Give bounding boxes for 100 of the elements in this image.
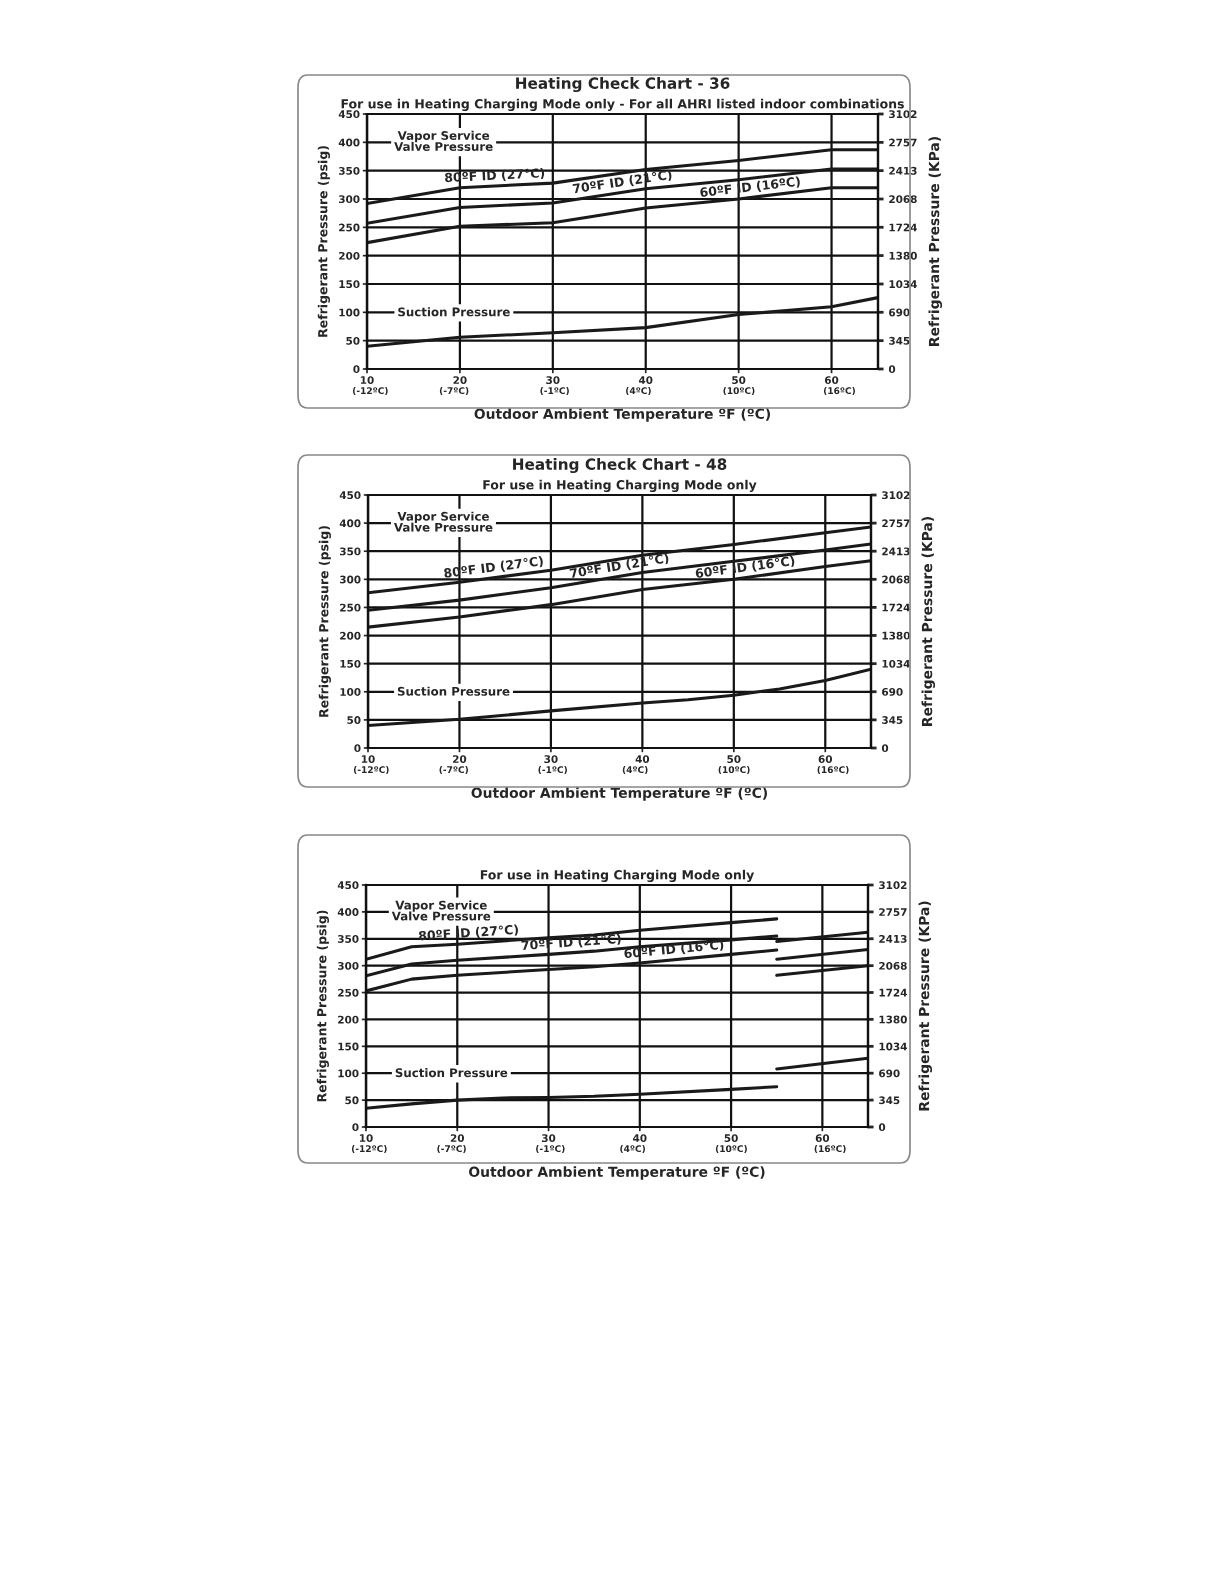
y-tick-label: 450	[339, 491, 361, 500]
y-axis-title: Refrigerant Pressure (psig)	[317, 146, 330, 337]
annotation: Suction Pressure	[398, 307, 510, 317]
text: 70ºF ID (21°C)	[569, 552, 670, 580]
x2-tick-label: (-1ºC)	[536, 1145, 565, 1154]
y2-tick-label: 2413	[879, 934, 907, 943]
x-axis-title: Outdoor Ambient Temperature ºF (ºC)	[471, 787, 767, 801]
x-axis-title: Outdoor Ambient Temperature ºF (ºC)	[474, 408, 770, 422]
y-tick-label: 400	[339, 519, 361, 528]
x2-tick-label: (10ºC)	[723, 387, 755, 396]
annotation: Vapor Service Valve Pressure	[391, 900, 491, 921]
y-tick-label: 300	[340, 575, 361, 584]
text: 80ºF ID (27°C)	[443, 555, 544, 580]
y-tick-label: 150	[339, 280, 360, 289]
x-tick-label: 30	[546, 376, 560, 385]
y-tick-label: 350	[340, 547, 361, 556]
x2-tick-label: (-12ºC)	[353, 766, 389, 775]
x-tick-label: 50	[732, 376, 746, 385]
y-tick-label: 400	[338, 138, 360, 147]
x2-tick-label: (-1ºC)	[538, 766, 567, 775]
chart-subtitle: For use in Heating Charging Mode only - For all AHRI listed indoor combinations	[341, 98, 904, 111]
y2-tick-label: 0	[881, 744, 889, 753]
y-tick-label: 250	[338, 988, 359, 997]
y-tick-label: 50	[346, 336, 360, 345]
y2-tick-label: 690	[889, 308, 910, 317]
y-tick-label: 250	[340, 603, 361, 612]
text: 70ºF ID (21°C)	[572, 169, 673, 195]
y2-tick-label: 345	[889, 336, 910, 345]
y-tick-label: 150	[340, 659, 361, 668]
x-tick-label: 60	[818, 755, 833, 764]
y2-tick-label: 0	[888, 365, 896, 374]
chart-subtitle: For use in Heating Charging Mode only	[480, 869, 755, 882]
y2-tick-label: 2757	[889, 138, 917, 147]
y2-axis-title: Refrigerant Pressure (KPa)	[928, 137, 943, 346]
x-tick-label: 40	[638, 376, 653, 385]
y2-tick-label: 1380	[879, 1015, 907, 1024]
y2-tick-label: 1380	[882, 631, 910, 640]
x-tick-label: 10	[359, 1134, 373, 1143]
x2-tick-label: (-7ºC)	[437, 1145, 466, 1154]
x-tick-label: 10	[360, 376, 374, 385]
x2-tick-label: (16ºC)	[814, 1145, 846, 1154]
y-tick-label: 50	[347, 716, 361, 724]
chart-subtitle: For use in Heating Charging Mode only	[483, 479, 757, 492]
x-tick-label: 20	[453, 755, 467, 764]
annotation: Suction Pressure	[395, 1068, 508, 1078]
x-tick-label: 30	[541, 1134, 556, 1143]
y-tick-label: 200	[339, 251, 360, 260]
y-tick-label: 200	[338, 1015, 359, 1024]
x2-tick-label: (16ºC)	[823, 387, 855, 396]
chart-title: Heating Check Chart - 48	[513, 458, 727, 473]
y2-tick-label: 345	[882, 716, 903, 724]
y-axis-title: Refrigerant Pressure (psig)	[316, 910, 329, 1102]
y-tick-label: 350	[339, 166, 360, 175]
y2-tick-label: 2413	[889, 166, 917, 175]
y2-tick-label: 1034	[889, 280, 917, 289]
y-tick-label: 450	[338, 110, 360, 119]
y-tick-label: 100	[339, 308, 360, 317]
x-tick-label: 50	[724, 1134, 738, 1143]
x-tick-label: 10	[361, 755, 375, 764]
y2-tick-label: 2068	[879, 961, 907, 970]
y-tick-label: 0	[352, 1123, 359, 1132]
y-tick-label: 350	[338, 935, 359, 943]
y2-axis-title: Refrigerant Pressure (KPa)	[921, 517, 936, 726]
x2-tick-label: (4ºC)	[622, 766, 648, 775]
x2-tick-label: (10ºC)	[718, 766, 750, 775]
y2-tick-label: 3102	[889, 110, 917, 119]
y-tick-label: 200	[340, 631, 361, 640]
y-tick-label: 0	[353, 365, 360, 374]
y2-tick-label: 1034	[882, 659, 910, 668]
series-label: 80ºF ID (27°C)	[444, 167, 545, 184]
y2-tick-label: 3102	[882, 491, 910, 500]
chart-title: Heating Check Chart - 36	[516, 77, 730, 92]
y2-tick-label: 1380	[889, 251, 917, 260]
x2-tick-label: (-7ºC)	[439, 387, 469, 396]
x-tick-label: 40	[633, 1134, 647, 1143]
y2-tick-label: 690	[879, 1069, 900, 1078]
x-tick-label: 20	[450, 1134, 465, 1143]
series-label: 70ºF ID (21°C)	[521, 933, 622, 952]
x2-tick-label: (-12ºC)	[351, 1145, 387, 1154]
x-tick-label: 40	[635, 755, 650, 764]
y-tick-label: 300	[338, 961, 359, 970]
x2-tick-label: (-7ºC)	[439, 766, 468, 775]
text: 60ºF ID (16°C)	[624, 939, 724, 960]
x-tick-label: 50	[727, 755, 741, 764]
y-tick-label: 400	[337, 908, 359, 916]
x2-tick-label: (10ºC)	[715, 1145, 747, 1154]
y2-tick-label: 1724	[879, 988, 907, 997]
x-axis-title: Outdoor Ambient Temperature ºF (ºC)	[469, 1166, 765, 1180]
x-tick-label: 30	[544, 755, 558, 764]
y2-tick-label: 0	[878, 1123, 886, 1132]
y-tick-label: 300	[339, 195, 360, 204]
y2-tick-label: 2068	[889, 195, 917, 204]
x2-tick-label: (4ºC)	[626, 387, 651, 396]
y2-tick-label: 2068	[882, 575, 910, 584]
y2-tick-label: 690	[882, 687, 903, 696]
y-tick-label: 150	[338, 1042, 359, 1051]
x2-tick-label: (16ºC)	[817, 766, 849, 775]
x2-tick-label: (-1ºC)	[540, 387, 569, 396]
y-tick-label: 450	[337, 881, 359, 890]
y-tick-label: 100	[340, 688, 361, 696]
